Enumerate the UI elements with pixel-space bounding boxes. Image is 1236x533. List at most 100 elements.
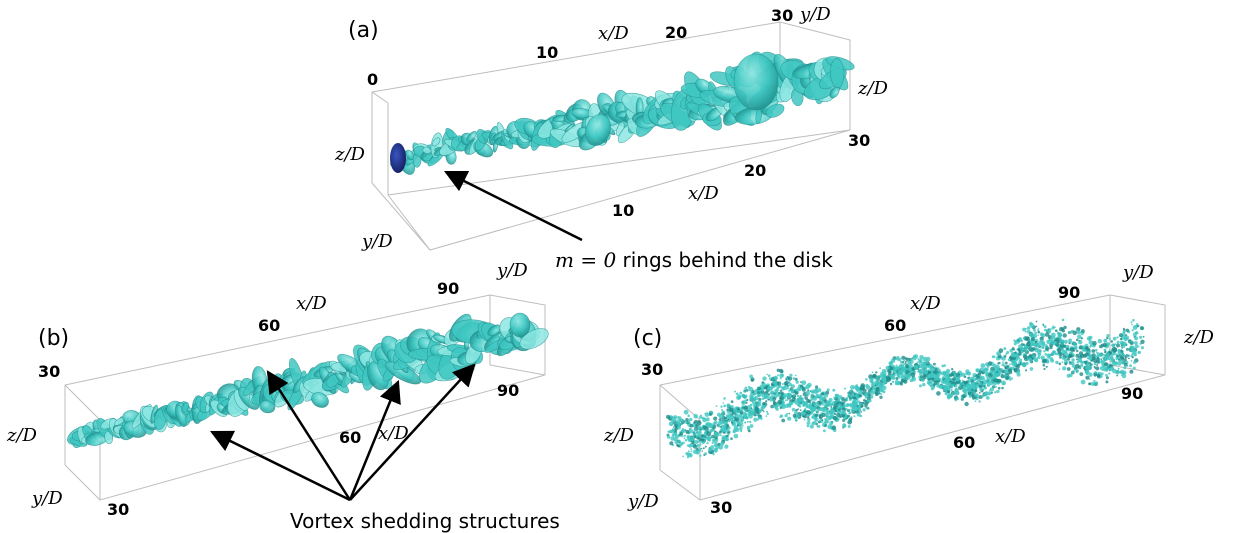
vorticity-particle bbox=[991, 375, 995, 379]
vorticity-particle bbox=[1066, 367, 1071, 371]
vorticity-particle bbox=[739, 391, 743, 395]
panel-c-xtick-top-90: 90 bbox=[1058, 283, 1081, 302]
vorticity-particle bbox=[752, 400, 757, 405]
vorticity-particle bbox=[1057, 333, 1063, 338]
vorticity-particle bbox=[776, 387, 779, 390]
vorticity-particle bbox=[907, 360, 911, 365]
vorticity-particle bbox=[909, 378, 914, 383]
vorticity-particle bbox=[1011, 347, 1015, 351]
vorticity-particle bbox=[786, 398, 789, 401]
panel-a-vortex-structures bbox=[390, 51, 855, 175]
vorticity-particle bbox=[1025, 369, 1028, 372]
vorticity-particle bbox=[1058, 368, 1061, 371]
vorticity-particle bbox=[1054, 326, 1056, 329]
vorticity-particle bbox=[789, 373, 793, 377]
vorticity-particle bbox=[779, 377, 782, 380]
vorticity-particle bbox=[674, 440, 679, 445]
vorticity-particle bbox=[782, 398, 785, 401]
vortex-blob bbox=[733, 53, 779, 111]
vorticity-particle bbox=[744, 389, 747, 392]
vorticity-particle bbox=[911, 357, 913, 360]
vorticity-particle bbox=[1100, 358, 1103, 360]
vorticity-particle bbox=[1085, 375, 1090, 380]
vorticity-particle bbox=[1035, 342, 1038, 345]
vorticity-particle bbox=[678, 434, 681, 437]
vorticity-particle bbox=[889, 371, 892, 373]
vorticity-particle bbox=[679, 419, 682, 422]
vorticity-particle bbox=[997, 362, 1000, 365]
vorticity-particle bbox=[813, 401, 815, 403]
vorticity-particle bbox=[1051, 350, 1057, 355]
vorticity-particle bbox=[859, 405, 862, 407]
vorticity-particle bbox=[1010, 377, 1013, 380]
vorticity-particle bbox=[955, 376, 960, 381]
vorticity-particle bbox=[842, 426, 844, 429]
vorticity-particle bbox=[814, 413, 819, 418]
vorticity-particle bbox=[777, 381, 782, 386]
vorticity-particle bbox=[1096, 351, 1098, 354]
vorticity-particle bbox=[844, 399, 847, 402]
vorticity-particle bbox=[1066, 373, 1071, 378]
vorticity-particle bbox=[1037, 355, 1041, 360]
vorticity-particle bbox=[978, 370, 982, 374]
vorticity-particle bbox=[936, 391, 941, 396]
vorticity-particle bbox=[961, 384, 964, 387]
vorticity-particle bbox=[741, 422, 744, 425]
vorticity-particle bbox=[945, 371, 950, 377]
vorticity-particle bbox=[1099, 344, 1103, 349]
vorticity-particle bbox=[1037, 329, 1040, 332]
vorticity-particle bbox=[993, 378, 999, 383]
vorticity-particle bbox=[670, 436, 675, 441]
panel-c-ytick-30: 30 bbox=[641, 360, 664, 379]
vorticity-particle bbox=[753, 417, 758, 422]
vorticity-particle bbox=[897, 383, 899, 386]
vorticity-particle bbox=[1028, 346, 1034, 352]
vorticity-particle bbox=[908, 363, 913, 369]
vorticity-particle bbox=[1131, 356, 1134, 359]
vorticity-particle bbox=[953, 373, 957, 377]
vorticity-particle bbox=[744, 405, 748, 410]
vorticity-particle bbox=[786, 393, 791, 399]
vorticity-particle bbox=[1078, 351, 1084, 356]
vorticity-particle bbox=[803, 418, 806, 421]
vorticity-particle bbox=[939, 377, 941, 380]
vorticity-particle bbox=[801, 397, 804, 399]
vorticity-particle bbox=[1051, 332, 1056, 338]
vorticity-particle bbox=[954, 388, 958, 392]
vorticity-particle bbox=[676, 443, 679, 447]
vorticity-particle bbox=[814, 402, 819, 407]
vorticity-particle bbox=[940, 371, 946, 376]
vorticity-particle bbox=[682, 455, 684, 458]
panel-c-box bbox=[659, 294, 1166, 501]
vorticity-particle bbox=[980, 363, 986, 368]
vorticity-particle bbox=[807, 418, 811, 422]
vorticity-particle bbox=[763, 404, 766, 408]
vorticity-particle bbox=[1047, 335, 1052, 339]
vorticity-particle bbox=[827, 424, 833, 430]
vorticity-particle bbox=[825, 408, 829, 412]
vorticity-particle bbox=[809, 424, 814, 429]
vorticity-particle bbox=[794, 374, 797, 377]
panel-a-xtick-top-10: 10 bbox=[536, 43, 559, 62]
vorticity-particle bbox=[762, 376, 767, 381]
vorticity-particle bbox=[985, 368, 989, 372]
vorticity-particle bbox=[741, 393, 745, 398]
vorticity-particle bbox=[975, 377, 977, 380]
vorticity-particle bbox=[691, 441, 695, 445]
vorticity-particle bbox=[954, 390, 960, 396]
vorticity-particle bbox=[927, 370, 932, 375]
vorticity-particle bbox=[741, 425, 744, 427]
vorticity-particle bbox=[796, 414, 800, 418]
vorticity-particle bbox=[1106, 336, 1109, 340]
vorticity-particle bbox=[780, 373, 784, 377]
vorticity-particle bbox=[967, 378, 972, 383]
vorticity-particle bbox=[955, 372, 961, 378]
vorticity-particle bbox=[794, 391, 799, 395]
vorticity-particle bbox=[895, 377, 899, 380]
vorticity-particle bbox=[1050, 358, 1055, 363]
vorticity-particle bbox=[944, 378, 949, 383]
panel-b-label: (b) bbox=[38, 326, 70, 351]
vorticity-particle bbox=[761, 392, 765, 396]
vorticity-particle bbox=[1043, 367, 1046, 371]
vorticity-particle bbox=[1103, 353, 1106, 356]
